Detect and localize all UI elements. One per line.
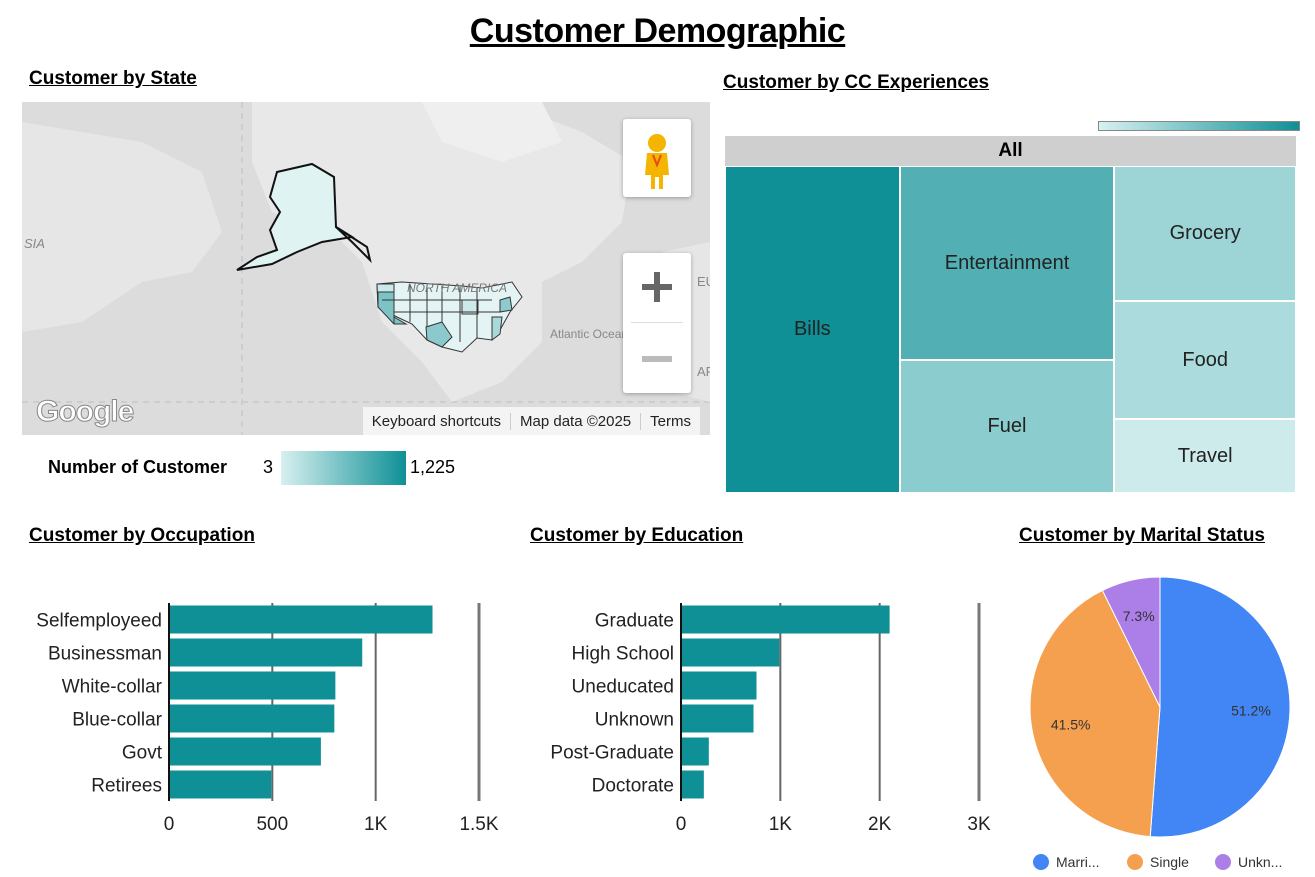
occupation-category-label: White-collar [62, 677, 163, 698]
occupation-category-label: Retirees [91, 776, 162, 797]
education-bar[interactable] [681, 638, 780, 667]
occupation-tick-label: 0 [164, 814, 175, 835]
education-category-label: Doctorate [592, 776, 674, 797]
pie-slice-label: 41.5% [1051, 716, 1091, 732]
zoom-in-button[interactable] [623, 253, 691, 321]
map-footer: Keyboard shortcuts Map data ©2025 Terms [362, 407, 700, 435]
education-category-label: Uneducated [572, 677, 674, 698]
pie-slice-unknown[interactable] [1101, 576, 1161, 708]
occupation-bar[interactable] [169, 770, 272, 799]
treemap-cell-grocery[interactable]: Grocery [1114, 166, 1296, 302]
occupation-bar[interactable] [169, 737, 321, 766]
occupation-category-label: Selfemployeed [36, 611, 162, 632]
zoom-in-icon [642, 272, 672, 302]
treemap-cell-travel[interactable]: Travel [1114, 419, 1296, 493]
legend-marker [1215, 854, 1231, 870]
occupation-bar-chart: 0 500 1K 1.5K Selfemployeed Businessman White-… [36, 603, 499, 835]
legend-label[interactable]: Single [1150, 854, 1189, 870]
occupation-category-label: Businessman [48, 644, 162, 665]
education-tick-label: 1K [769, 814, 793, 835]
occupation-bar[interactable] [169, 704, 335, 733]
education-bar[interactable] [681, 704, 754, 733]
treemap-cell-entertainment[interactable]: Entertainment [899, 166, 1115, 361]
occupation-category-label: Blue-collar [72, 710, 162, 731]
treemap-root[interactable]: All [725, 136, 1296, 166]
education-category-label: Graduate [595, 611, 674, 632]
map-label-atlantic: Atlantic Ocean [550, 327, 628, 341]
legend-marker [1127, 854, 1143, 870]
map-legend-gradient [281, 451, 406, 485]
zoom-out-button[interactable] [623, 325, 691, 393]
treemap-cell-fuel[interactable]: Fuel [899, 360, 1115, 493]
education-tick-label: 2K [868, 814, 892, 835]
education-category-label: High School [572, 644, 674, 665]
legend-marker [1033, 854, 1049, 870]
map-label-eu: EU [697, 274, 710, 289]
treemap-color-scale [1098, 121, 1300, 131]
occupation-bar[interactable] [169, 638, 363, 667]
map-data-text: Map data ©2025 [510, 412, 640, 430]
education-bar[interactable] [681, 770, 704, 799]
occupation-tick-label: 1.5K [459, 814, 498, 835]
education-bar[interactable] [681, 737, 709, 766]
map-canvas: SIA NORTH AMERICA Atlantic Ocean EU AF [22, 102, 710, 435]
pegman-button[interactable] [623, 119, 691, 197]
legend-label[interactable]: Marri... [1056, 854, 1100, 870]
occupation-section-title: Customer by Occupation [29, 525, 255, 546]
treemap-cell-food[interactable]: Food [1114, 301, 1296, 420]
zoom-controls [623, 253, 691, 393]
occupation-bar[interactable] [169, 605, 433, 634]
marital-section-title: Customer by Marital Status [1019, 525, 1265, 546]
education-bar-chart: 0 1K 2K 3K Graduate High School Uneducated Unkn… [550, 603, 991, 835]
customer-state-map[interactable]: SIA NORTH AMERICA Atlantic Ocean EU AF G… [22, 102, 710, 435]
marital-pie-chart: 51.2% 41.5% 7.3% Marri... Single Unkn... [1029, 576, 1291, 870]
map-label-asia: SIA [24, 236, 45, 251]
map-label-af: AF [697, 364, 710, 379]
treemap-cell-bills[interactable]: Bills [725, 166, 900, 493]
occupation-bar[interactable] [169, 671, 336, 700]
pie-slice-single[interactable] [1029, 589, 1161, 838]
education-bar[interactable] [681, 605, 890, 634]
education-tick-label: 0 [676, 814, 687, 835]
cc-section-title: Customer by CC Experiences [723, 72, 990, 93]
google-logo: Google [35, 395, 134, 429]
map-legend-min: 3 [263, 457, 274, 477]
legend-label[interactable]: Unkn... [1238, 854, 1282, 870]
map-section-title: Customer by State [29, 68, 197, 89]
pie-slice-label: 51.2% [1231, 702, 1271, 718]
terms-link[interactable]: Terms [640, 412, 700, 430]
education-section-title: Customer by Education [530, 525, 744, 546]
pie-slice-married[interactable] [1149, 576, 1291, 838]
page-title: Customer Demographic [469, 12, 846, 50]
keyboard-shortcuts-link[interactable]: Keyboard shortcuts [371, 412, 502, 430]
occupation-category-label: Govt [122, 743, 163, 764]
map-label-north-america: NORTH AMERICA [407, 281, 507, 295]
education-bar[interactable] [681, 671, 757, 700]
occupation-tick-label: 1K [364, 814, 388, 835]
zoom-out-icon [642, 356, 672, 362]
pie-slice-label: 7.3% [1123, 608, 1155, 624]
cc-treemap: All Bills Entertainment Fuel Grocery Food Tra… [725, 136, 1296, 493]
pegman-icon [645, 134, 669, 189]
education-category-label: Unknown [595, 710, 674, 731]
education-tick-label: 3K [967, 814, 991, 835]
map-legend-max: 1,225 [410, 457, 456, 477]
us-states [376, 281, 523, 353]
map-legend-label: Number of Customer [48, 457, 228, 477]
alaska-shape [236, 162, 355, 271]
education-category-label: Post-Graduate [550, 743, 674, 764]
occupation-tick-label: 500 [256, 814, 288, 835]
